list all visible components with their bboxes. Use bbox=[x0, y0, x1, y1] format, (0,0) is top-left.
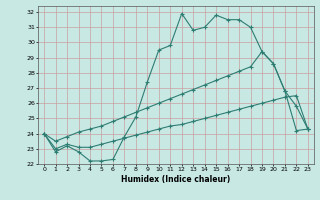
X-axis label: Humidex (Indice chaleur): Humidex (Indice chaleur) bbox=[121, 175, 231, 184]
